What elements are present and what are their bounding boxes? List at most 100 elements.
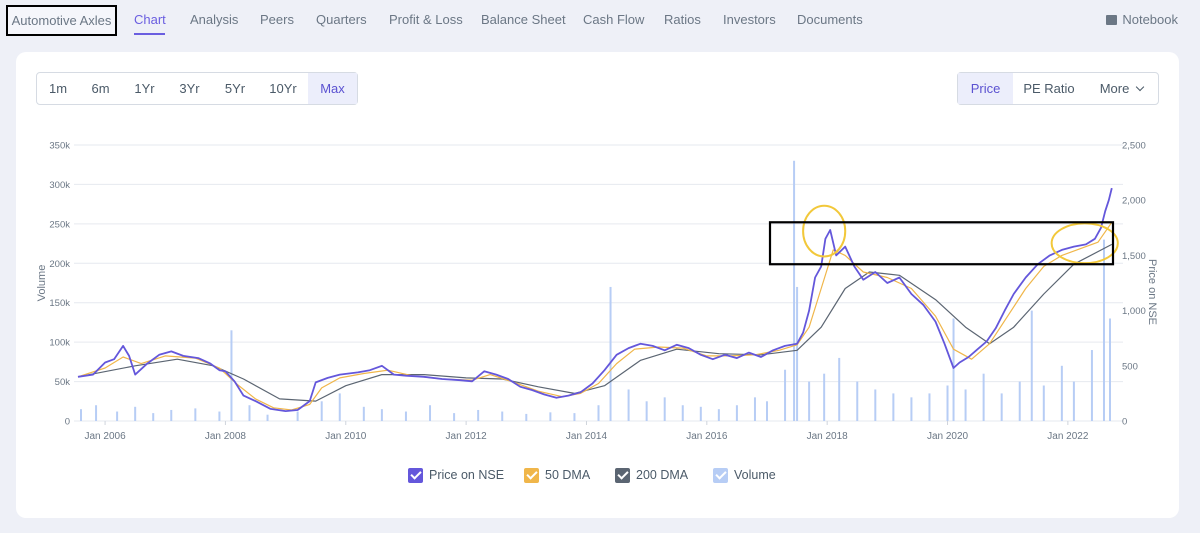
x-axis-tick: Jan 2018 [807,431,849,442]
volume-bar [1102,239,1105,421]
checkbox-icon [713,467,728,483]
x-axis-tick: Jan 2016 [686,431,728,442]
metric-pe-ratio-button[interactable]: PE Ratio [1023,81,1075,96]
volume-series [80,160,1111,421]
tab-balance-sheet[interactable]: Balance Sheet [481,12,566,27]
volume-bar [362,406,365,421]
volume-bar [134,406,137,421]
annotation-box [768,221,1115,266]
tab-cash-flow[interactable]: Cash Flow [583,12,645,27]
legend-label: Price on NSE [429,468,505,482]
range-max-button[interactable]: Max [308,73,357,104]
range-10yr-button[interactable]: 10Yr [269,81,297,96]
notebook-link[interactable]: Notebook [1106,12,1178,27]
annotation-circle [1050,222,1119,265]
left-axis-tick: 250k [49,219,70,230]
left-axis-tick: 0 [65,417,70,428]
tab-profit-loss[interactable]: Profit & Loss [389,12,463,27]
metric-price-button[interactable]: Price [958,73,1013,104]
volume-bar [910,397,913,421]
metric-more-dropdown[interactable]: More [1085,73,1158,104]
x-axis-tick: Jan 2008 [205,431,247,442]
volume-bar [501,411,504,421]
volume-bar [609,286,612,421]
volume-bar [1090,350,1093,421]
left-axis-tick: 350k [49,141,70,152]
series-line [77,243,1113,402]
right-axis-label: Price on NSE [1146,259,1158,325]
volume-bar [765,401,768,421]
series-line [77,187,1113,412]
volume-bar [152,413,155,421]
legend-price[interactable]: Price on NSE [408,466,504,484]
volume-bar [1060,365,1063,421]
volume-bar [404,411,407,421]
right-axis-tick: 1,000 [1122,306,1146,317]
checkbox-icon [615,467,630,483]
volume-bar [681,405,684,421]
right-axis-tick: 500 [1122,361,1138,372]
volume-bar [1000,393,1003,421]
volume-bar [477,409,480,421]
volume-bar [95,405,98,421]
range-6m-button[interactable]: 6m [91,81,110,96]
volume-bar [429,405,432,421]
left-axis-tick: 150k [49,298,70,309]
tab-peers[interactable]: Peers [260,12,294,27]
volume-bar [627,389,630,421]
company-name-link[interactable]: Automotive Axles [6,5,117,36]
range-1yr-button[interactable]: 1Yr [134,81,155,96]
book-icon [1106,15,1118,25]
volume-bar [796,286,799,421]
volume-bar [735,405,738,421]
x-axis-tick: Jan 2012 [446,431,488,442]
range-1m-button[interactable]: 1m [48,81,68,96]
volume-bar [1030,310,1033,421]
volume-bar [525,413,528,421]
volume-bar [823,373,826,421]
active-tab-indicator [134,33,165,35]
more-label: More [1099,81,1130,96]
tab-documents[interactable]: Documents [797,12,863,27]
left-axis-tick: 100k [49,338,70,349]
volume-bar [717,409,720,421]
price-series [77,187,1113,412]
range-5yr-button[interactable]: 5Yr [224,81,246,96]
right-axis-tick: 2,500 [1122,141,1146,152]
volume-bar [338,393,341,421]
tab-ratios[interactable]: Ratios [664,12,701,27]
left-axis-label: Volume [36,265,48,302]
volume-bar [296,411,299,421]
volume-bar [753,397,756,421]
volume-bar [874,389,877,421]
price-axis-ticks: 0 500 1,000 1,500 2,000 2,500 [1122,141,1146,428]
top-navigation: Automotive Axles Chart Analysis Peers Qu… [0,0,1200,40]
x-axis-tick: Jan 2014 [566,431,608,442]
x-axis-tick: Jan 2010 [325,431,367,442]
chart-annotations [768,204,1119,266]
tab-analysis[interactable]: Analysis [190,12,239,27]
x-axis-tick: Jan 2022 [1047,431,1089,442]
legend-200dma[interactable]: 200 DMA [615,466,688,484]
legend-50dma[interactable]: 50 DMA [524,466,590,484]
volume-bar [380,409,383,421]
right-axis-tick: 0 [1122,417,1127,428]
legend-label: Volume [734,468,776,482]
volume-bar [1042,385,1045,421]
volume-bar [1072,381,1075,421]
volume-bar [699,406,702,421]
range-3yr-button[interactable]: 3Yr [179,81,200,96]
volume-bar [982,373,985,421]
legend-volume[interactable]: Volume [713,466,776,484]
tab-quarters[interactable]: Quarters [316,12,367,27]
tab-investors[interactable]: Investors [723,12,776,27]
volume-axis-ticks: 0 50k 100k 150k 200k 250k 300k 350k [49,141,70,428]
date-axis-ticks: Jan 2006 Jan 2008 Jan 2010 Jan 2012 Jan 2014… [85,421,1089,442]
legend-label: 200 DMA [636,468,689,482]
volume-bar [1018,381,1021,421]
volume-bar [453,413,456,421]
tab-chart[interactable]: Chart [134,12,166,27]
volume-bar [784,369,787,421]
volume-bar [838,357,841,421]
left-axis-tick: 300k [49,180,70,191]
